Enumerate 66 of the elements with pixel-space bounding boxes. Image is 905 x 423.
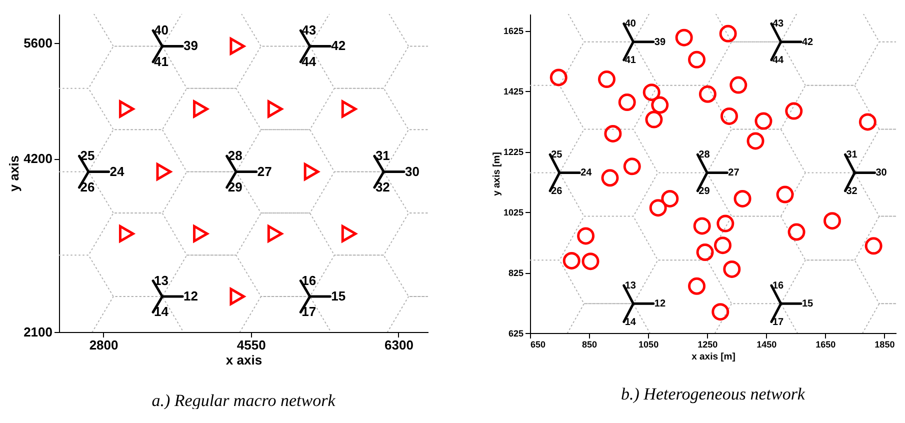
annotation: 41 (624, 54, 636, 66)
annotation: 31 (375, 148, 390, 164)
annotation: 27 (257, 164, 272, 179)
annotation: 44 (302, 54, 317, 69)
x-tick-label: 1450 (756, 340, 777, 350)
x-tick-label: 1050 (638, 340, 659, 350)
text: b.) Heterogeneous network (621, 384, 806, 404)
y-tick-label: 4200 (24, 151, 52, 166)
y-tick-label: 1225 (503, 147, 524, 158)
x-tick-label: 1850 (874, 340, 895, 350)
annotation: 25 (551, 150, 563, 161)
y-tick-label: 825 (508, 268, 524, 278)
annotation: 24 (580, 168, 592, 179)
annotation: 32 (846, 186, 858, 197)
y-tick-label: 1025 (503, 208, 524, 218)
x-tick-label: 2800 (89, 338, 118, 352)
annotation: 17 (302, 304, 316, 320)
annotation: 26 (551, 186, 563, 197)
y-tick-label: 1625 (503, 26, 524, 36)
annotation: 12 (654, 298, 666, 310)
annotation: 14 (624, 316, 636, 328)
y-tick-label: 1425 (503, 86, 524, 97)
y-tick-label: 2100 (24, 324, 52, 340)
y-axis-title: y axis (6, 155, 22, 192)
annotation: 43 (302, 22, 316, 38)
annotation: 13 (624, 280, 636, 292)
x-tick-label: 650 (530, 340, 546, 350)
x-tick-label: 1250 (698, 340, 718, 350)
y-tick-label: 5600 (24, 35, 52, 50)
annotation: 17 (772, 316, 784, 328)
annotation: 42 (802, 36, 814, 48)
x-tick-label: 4550 (236, 338, 266, 352)
y-tick-label: 625 (508, 328, 524, 338)
annotation: 40 (154, 22, 169, 38)
annotation: 43 (772, 18, 784, 30)
annotation: 26 (80, 179, 95, 194)
annotation: 42 (331, 38, 346, 54)
annotation: 12 (184, 288, 198, 304)
annotation: 24 (110, 164, 125, 179)
annotation: 28 (228, 148, 242, 164)
annotation: 39 (184, 38, 198, 54)
annotation: 28 (698, 150, 710, 161)
annotation: 39 (654, 36, 666, 48)
annotation: 30 (876, 168, 888, 179)
annotation: 29 (698, 186, 710, 197)
annotation: 15 (802, 298, 814, 310)
annotation: 15 (331, 288, 346, 304)
annotation: 41 (154, 54, 169, 69)
annotation: 14 (154, 304, 170, 320)
annotation: 16 (772, 280, 784, 292)
annotation: 44 (772, 54, 784, 66)
annotation: 25 (80, 148, 95, 164)
annotation: 40 (624, 18, 636, 30)
x-tick-label: 1650 (816, 340, 836, 350)
y-axis-title: y axis [m] (491, 152, 502, 196)
x-axis-title: x axis (226, 352, 262, 368)
annotation: 27 (728, 168, 740, 179)
annotation: 31 (846, 150, 858, 161)
annotation: 30 (404, 164, 420, 179)
annotation: 16 (302, 272, 316, 288)
annotation: 13 (154, 272, 169, 288)
x-tick-label: 850 (582, 340, 598, 350)
annotation: 32 (375, 179, 390, 194)
x-tick-label: 6300 (384, 338, 414, 352)
annotation: 29 (228, 179, 242, 194)
x-axis-title: x axis [m] (692, 352, 736, 362)
